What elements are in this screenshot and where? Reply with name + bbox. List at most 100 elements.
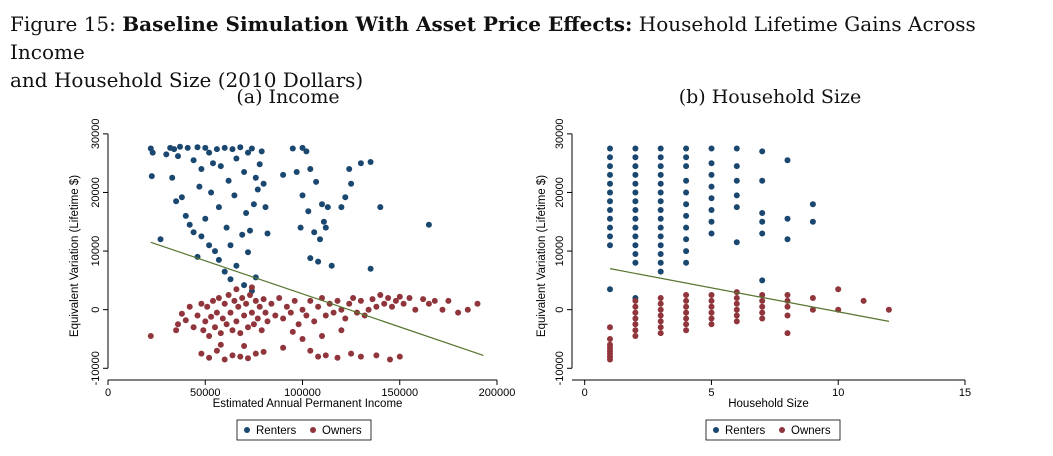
renter-point-a [328, 262, 335, 269]
renter-point-a [264, 230, 271, 237]
owner-point-a [213, 347, 220, 354]
owner-point-a [262, 309, 269, 316]
renter-point-a [175, 153, 181, 160]
owner-point-a [190, 324, 197, 331]
renter-point-b [759, 230, 766, 237]
owner-point-a [272, 312, 279, 319]
x-tick-label-a: 200000 [479, 387, 516, 399]
renter-point-a [206, 149, 213, 156]
owner-point-a [175, 321, 181, 328]
renter-point-b [708, 207, 715, 213]
renter-point-a [190, 229, 197, 236]
renter-point-a [233, 155, 240, 162]
renter-point-a [149, 149, 156, 156]
renter-point-a [250, 201, 257, 208]
renter-point-b [607, 242, 613, 249]
owner-point-a [215, 295, 222, 301]
x-tick-label-b: 5 [708, 387, 714, 399]
renter-point-a [319, 201, 325, 208]
owner-point-b [885, 306, 892, 313]
renter-point-a [198, 166, 205, 172]
renter-point-b [657, 215, 664, 222]
owner-point-a [212, 324, 218, 331]
renter-point-b [657, 145, 664, 152]
renter-point-a [307, 166, 314, 172]
legend-owners-marker-a [310, 427, 316, 433]
owner-point-a [303, 312, 310, 319]
renter-point-a [173, 198, 180, 205]
owner-point-a [396, 293, 403, 300]
owner-point-a [389, 303, 395, 310]
owner-point-b [759, 303, 766, 310]
owner-point-b [809, 295, 816, 301]
renter-point-a [178, 194, 185, 201]
legend-owners-label-a: Owners [322, 425, 362, 437]
renter-point-b [657, 163, 664, 170]
panel-b-title: (b) Household Size [678, 86, 862, 108]
owner-point-a [299, 306, 306, 313]
x-axis-title-b: Household Size [728, 398, 809, 410]
renter-point-a [256, 161, 263, 168]
renter-point-b [708, 218, 715, 225]
owner-point-a [357, 353, 364, 360]
renter-point-b [784, 157, 791, 164]
renter-point-a [182, 212, 189, 219]
owner-point-a [217, 341, 224, 348]
owner-point-a [357, 297, 364, 304]
renter-point-a [320, 218, 327, 225]
owner-point-a [342, 315, 349, 322]
renter-point-a [210, 160, 216, 167]
owner-point-a [173, 327, 180, 334]
owner-point-a [204, 303, 211, 310]
owner-point-a [381, 300, 388, 307]
owner-point-b [733, 300, 740, 307]
renter-point-a [157, 236, 164, 243]
x-tick-label-b: 0 [582, 387, 588, 399]
owner-point-b [708, 303, 715, 310]
owner-point-a [420, 296, 427, 303]
x-tick-label-b: 10 [832, 387, 844, 399]
owner-point-a [248, 284, 255, 291]
owner-point-b [708, 292, 715, 298]
renter-point-a [212, 248, 218, 255]
renter-point-b [683, 154, 690, 161]
renter-point-a [237, 144, 244, 151]
owner-point-a [280, 344, 287, 351]
owner-point-a [221, 356, 228, 363]
owner-point-b [683, 327, 690, 334]
owner-point-b [632, 297, 639, 304]
legend-renters-marker-a [244, 427, 250, 433]
renter-point-a [322, 224, 329, 231]
y-tick-label-a: 0 [90, 307, 102, 313]
owner-point-b [683, 321, 690, 328]
renter-point-b [733, 145, 740, 152]
renter-point-b [607, 180, 613, 187]
renter-point-a [239, 231, 246, 238]
renter-point-a [307, 255, 314, 262]
owner-point-a [200, 327, 207, 334]
renter-point-b [759, 177, 766, 184]
owner-point-b [759, 309, 766, 316]
renter-point-b [784, 236, 791, 243]
owner-point-a [227, 309, 234, 316]
owner-point-a [245, 324, 251, 331]
owner-point-a [260, 296, 267, 303]
x-tick-label-a: 100000 [284, 387, 321, 399]
owner-point-b [607, 356, 613, 363]
owner-point-a [392, 297, 399, 304]
owner-point-a [315, 353, 322, 360]
owner-point-a [237, 330, 244, 337]
renter-point-a [227, 242, 234, 249]
renter-point-a [233, 262, 240, 269]
owner-point-b [632, 315, 639, 322]
owner-point-b [733, 295, 740, 301]
renter-point-b [683, 177, 690, 184]
owner-point-b [683, 297, 690, 304]
x-tick-label-a: 0 [105, 387, 111, 399]
renter-point-a [258, 148, 265, 155]
owner-point-a [299, 336, 306, 342]
owner-point-a [221, 300, 228, 307]
owner-point-a [348, 350, 355, 357]
owner-point-a [186, 303, 193, 310]
